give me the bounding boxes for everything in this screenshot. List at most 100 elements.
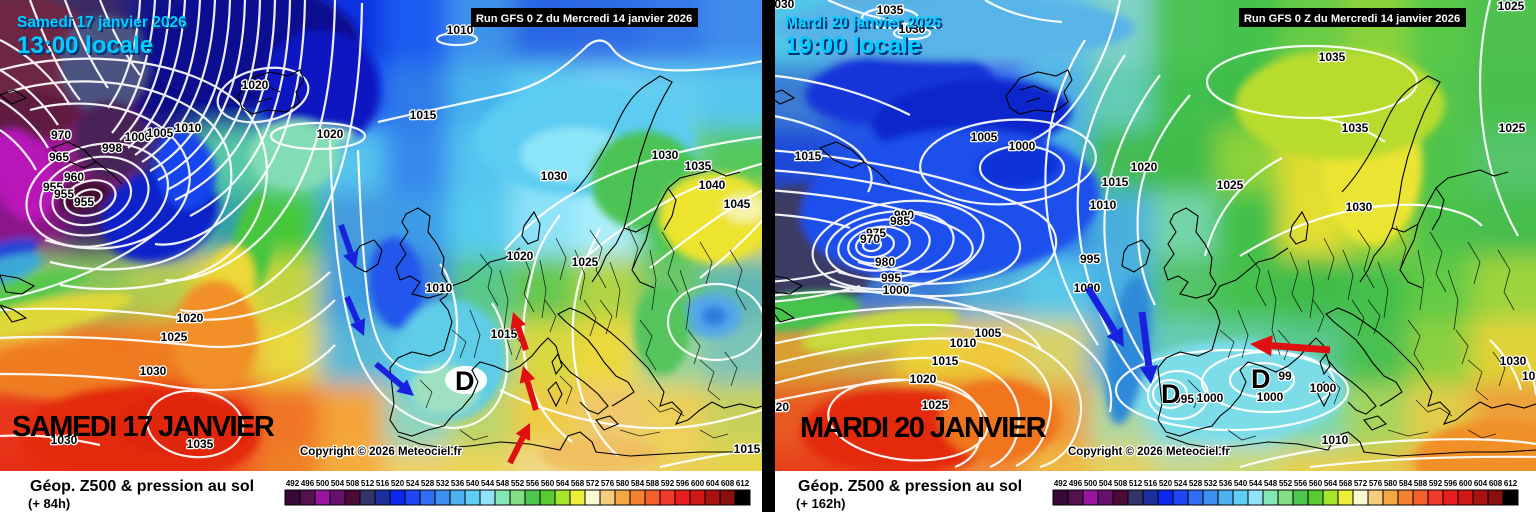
- svg-text:548: 548: [1264, 479, 1278, 488]
- svg-text:1030: 1030: [51, 433, 78, 447]
- svg-text:Samedi 17 janvier 2026: Samedi 17 janvier 2026: [19, 16, 189, 33]
- svg-text:1040: 1040: [699, 178, 726, 192]
- svg-text:604: 604: [706, 479, 720, 488]
- svg-text:19:00 locale: 19:00 locale: [787, 34, 923, 61]
- svg-text:496: 496: [1069, 479, 1083, 488]
- svg-text:1030: 1030: [140, 364, 167, 378]
- svg-text:975: 975: [866, 226, 886, 240]
- svg-text:580: 580: [1384, 479, 1398, 488]
- svg-text:592: 592: [1429, 479, 1443, 488]
- svg-text:(+ 162h): (+ 162h): [796, 496, 846, 511]
- svg-text:608: 608: [721, 479, 735, 488]
- svg-text:1030: 1030: [1346, 200, 1373, 214]
- svg-text:990: 990: [894, 208, 914, 222]
- svg-text:Géop. Z500 & pression au sol: Géop. Z500 & pression au sol: [798, 478, 1022, 495]
- svg-text:1000: 1000: [1257, 390, 1284, 404]
- svg-text:960: 960: [64, 170, 84, 184]
- svg-text:1000: 1000: [1310, 381, 1337, 395]
- svg-text:612: 612: [736, 479, 750, 488]
- svg-text:1035: 1035: [1342, 121, 1369, 135]
- svg-text:588: 588: [1414, 479, 1428, 488]
- svg-text:103: 103: [1522, 369, 1536, 383]
- svg-text:970: 970: [860, 232, 880, 246]
- svg-text:1035: 1035: [877, 3, 904, 17]
- svg-text:600: 600: [1459, 479, 1473, 488]
- svg-text:1020: 1020: [242, 78, 269, 92]
- svg-text:1010: 1010: [426, 281, 453, 295]
- svg-text:564: 564: [556, 479, 570, 488]
- svg-text:1015: 1015: [410, 108, 437, 122]
- svg-text:1025: 1025: [1217, 178, 1244, 192]
- svg-text:504: 504: [331, 479, 345, 488]
- svg-text:500: 500: [1084, 479, 1098, 488]
- svg-text:1005: 1005: [147, 126, 174, 140]
- svg-text:955: 955: [43, 180, 63, 194]
- svg-text:508: 508: [346, 479, 360, 488]
- svg-text:592: 592: [661, 479, 675, 488]
- svg-text:528: 528: [421, 479, 435, 488]
- svg-text:1035: 1035: [1319, 50, 1346, 64]
- svg-text:576: 576: [1369, 479, 1383, 488]
- svg-text:1010: 1010: [1090, 198, 1117, 212]
- svg-text:520: 520: [391, 479, 405, 488]
- svg-text:548: 548: [496, 479, 510, 488]
- svg-text:552: 552: [511, 479, 525, 488]
- svg-text:1015: 1015: [932, 354, 959, 368]
- svg-text:1020: 1020: [1131, 160, 1158, 174]
- svg-text:588: 588: [646, 479, 660, 488]
- svg-text:608: 608: [1489, 479, 1503, 488]
- svg-text:584: 584: [631, 479, 645, 488]
- svg-text:1010: 1010: [447, 23, 474, 37]
- svg-text:536: 536: [1219, 479, 1233, 488]
- svg-text:995: 995: [881, 271, 901, 285]
- svg-text:556: 556: [1294, 479, 1308, 488]
- svg-text:1015: 1015: [734, 442, 761, 456]
- svg-text:1020: 1020: [910, 372, 937, 386]
- svg-text:955: 955: [54, 187, 74, 201]
- svg-text:1010: 1010: [1322, 433, 1349, 447]
- svg-text:1025: 1025: [1499, 121, 1526, 135]
- svg-text:544: 544: [1249, 479, 1263, 488]
- svg-text:532: 532: [436, 479, 450, 488]
- svg-text:Mardi 20 janvier 2026: Mardi 20 janvier 2026: [785, 14, 941, 31]
- svg-text:572: 572: [1354, 479, 1368, 488]
- svg-text:1010: 1010: [175, 121, 202, 135]
- svg-text:1030: 1030: [652, 148, 679, 162]
- svg-text:99: 99: [1278, 369, 1292, 383]
- svg-text:512: 512: [361, 479, 375, 488]
- svg-text:1015: 1015: [491, 327, 518, 341]
- svg-text:540: 540: [1234, 479, 1248, 488]
- svg-text:1025: 1025: [1498, 0, 1525, 13]
- svg-text:564: 564: [1324, 479, 1338, 488]
- svg-text:Samedi 17 janvier 2026: Samedi 17 janvier 2026: [17, 14, 187, 31]
- svg-text:556: 556: [526, 479, 540, 488]
- svg-text:970: 970: [51, 128, 71, 142]
- svg-text:(+ 84h): (+ 84h): [28, 496, 70, 511]
- svg-text:1035: 1035: [685, 159, 712, 173]
- svg-text:Run GFS 0 Z du Mercredi 14 jan: Run GFS 0 Z du Mercredi 14 janvier 2026: [1244, 13, 1460, 25]
- svg-text:596: 596: [676, 479, 690, 488]
- svg-text:516: 516: [1144, 479, 1158, 488]
- svg-text:512: 512: [1129, 479, 1143, 488]
- svg-text:1015: 1015: [1102, 175, 1129, 189]
- svg-text:524: 524: [406, 479, 420, 488]
- svg-text:568: 568: [1339, 479, 1353, 488]
- svg-text:998: 998: [102, 141, 122, 155]
- svg-text:1010: 1010: [950, 336, 977, 350]
- svg-text:D: D: [455, 366, 475, 396]
- svg-text:1000: 1000: [1197, 391, 1224, 405]
- svg-text:520: 520: [1159, 479, 1173, 488]
- svg-text:D: D: [1161, 379, 1181, 409]
- svg-text:965: 965: [49, 150, 69, 164]
- svg-text:980: 980: [875, 255, 895, 269]
- svg-text:576: 576: [601, 479, 615, 488]
- svg-text:SAMEDI 17 JANVIER: SAMEDI 17 JANVIER: [12, 411, 275, 443]
- svg-text:1025: 1025: [922, 398, 949, 412]
- svg-text:544: 544: [481, 479, 495, 488]
- svg-text:1020: 1020: [177, 311, 204, 325]
- svg-text:Copyright © 2026 Meteociel.fr: Copyright © 2026 Meteociel.fr: [300, 446, 462, 458]
- svg-text:MARDI 20 JANVIER: MARDI 20 JANVIER: [800, 412, 1047, 444]
- svg-text:13:00 locale: 13:00 locale: [17, 32, 153, 59]
- svg-text:536: 536: [451, 479, 465, 488]
- svg-text:1005: 1005: [971, 130, 998, 144]
